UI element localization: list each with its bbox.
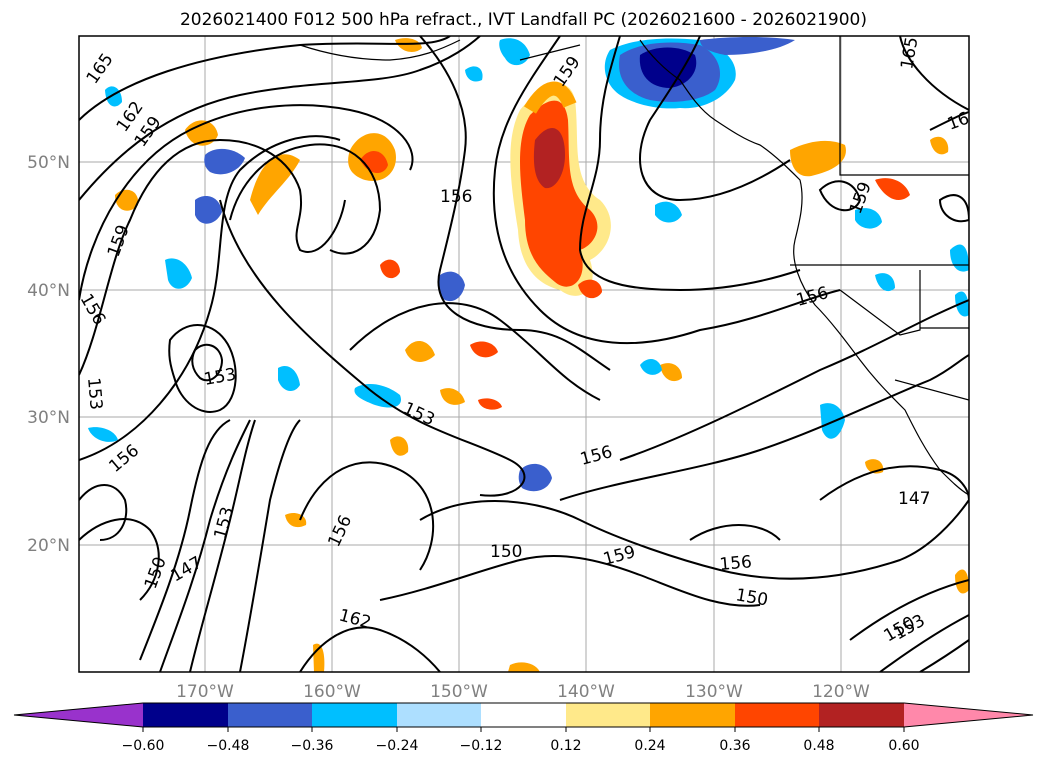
colorbar-tick: −0.36 <box>291 738 334 754</box>
colorbar-tick: −0.48 <box>207 738 250 754</box>
colorbar-tick: 0.12 <box>550 738 581 754</box>
lon-label: 170°W <box>176 682 234 702</box>
colorbar-tick: 0.48 <box>803 738 834 754</box>
contour-label: 153 <box>83 377 106 411</box>
colorbar-seg-9 <box>819 703 904 727</box>
colorbar-tick: −0.60 <box>122 738 165 754</box>
colorbar: −0.60 −0.48 −0.36 −0.24 −0.12 0.12 0.24 … <box>13 702 1034 754</box>
height-contours <box>79 36 969 672</box>
lat-label: 30°N <box>27 408 70 428</box>
contour-label: 156 <box>719 552 753 575</box>
colorbar-seg-5 <box>481 703 566 727</box>
colorbar-tick: 0.24 <box>634 738 665 754</box>
contour-label: 150 <box>490 542 522 562</box>
colorbar-tick: −0.24 <box>376 738 419 754</box>
colorbar-seg-3 <box>312 703 397 727</box>
colorbar-seg-10 <box>904 703 1033 727</box>
lon-label: 130°W <box>685 682 743 702</box>
anomaly-fill-positive <box>115 38 969 672</box>
colorbar-seg-6 <box>566 703 650 727</box>
colorbar-tick: 0.36 <box>719 738 750 754</box>
map-frame <box>78 35 970 673</box>
map-title: 2026021400 F012 500 hPa refract., IVT La… <box>179 10 867 30</box>
colorbar-seg-1 <box>143 703 228 727</box>
colorbar-seg-7 <box>650 703 735 727</box>
lat-label: 20°N <box>27 536 70 556</box>
colorbar-seg-0 <box>14 703 143 727</box>
lon-label: 150°W <box>430 682 488 702</box>
colorbar-seg-2 <box>228 703 312 727</box>
contour-label: 147 <box>898 489 930 509</box>
colorbar-tick: 0.60 <box>888 738 919 754</box>
lon-label: 160°W <box>303 682 361 702</box>
lon-label: 120°W <box>812 682 870 702</box>
colorbar-seg-4 <box>397 703 481 727</box>
latitude-labels: 50°N 40°N 30°N 20°N <box>27 153 70 556</box>
contour-label: 156 <box>440 187 472 207</box>
colorbar-tick: −0.12 <box>460 738 503 754</box>
lon-label: 140°W <box>557 682 615 702</box>
longitude-labels: 170°W 160°W 150°W 140°W 130°W 120°W <box>176 682 870 702</box>
lat-label: 50°N <box>27 153 70 173</box>
lat-label: 40°N <box>27 281 70 301</box>
colorbar-seg-8 <box>735 703 819 727</box>
coastlines <box>299 36 969 496</box>
